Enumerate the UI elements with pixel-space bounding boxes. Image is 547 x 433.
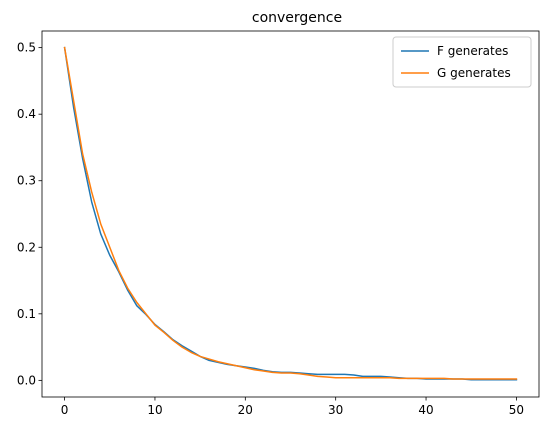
y-tick-label: 0.5 [17, 41, 36, 55]
y-tick-label: 0.3 [17, 174, 36, 188]
x-tick-label: 40 [418, 403, 433, 417]
legend-box [392, 36, 532, 88]
series-layer [63, 46, 518, 381]
y-tick-label: 0.4 [17, 107, 36, 121]
chart-title: convergence [252, 10, 342, 26]
x-tick-label: 30 [328, 403, 343, 417]
axes-layer: 0 10 20 30 40 50 0.0 0.1 0.2 0.3 0.4 0.5 [17, 30, 540, 417]
x-tick-label: 10 [147, 403, 162, 417]
x-tick-label: 50 [509, 403, 524, 417]
x-tick-label: 20 [238, 403, 253, 417]
x-tick-label: 0 [61, 403, 69, 417]
legend-label-g-generates: G generates [437, 66, 511, 80]
y-tick-label: 0.0 [17, 373, 36, 387]
legend: F generates G generates [392, 36, 532, 88]
plot-frame [41, 30, 540, 398]
legend-label-f-generates: F generates [437, 44, 508, 58]
series-line-g-generates [63, 46, 518, 380]
y-tick-label: 0.1 [17, 307, 36, 321]
y-tick-label: 0.2 [17, 240, 36, 254]
